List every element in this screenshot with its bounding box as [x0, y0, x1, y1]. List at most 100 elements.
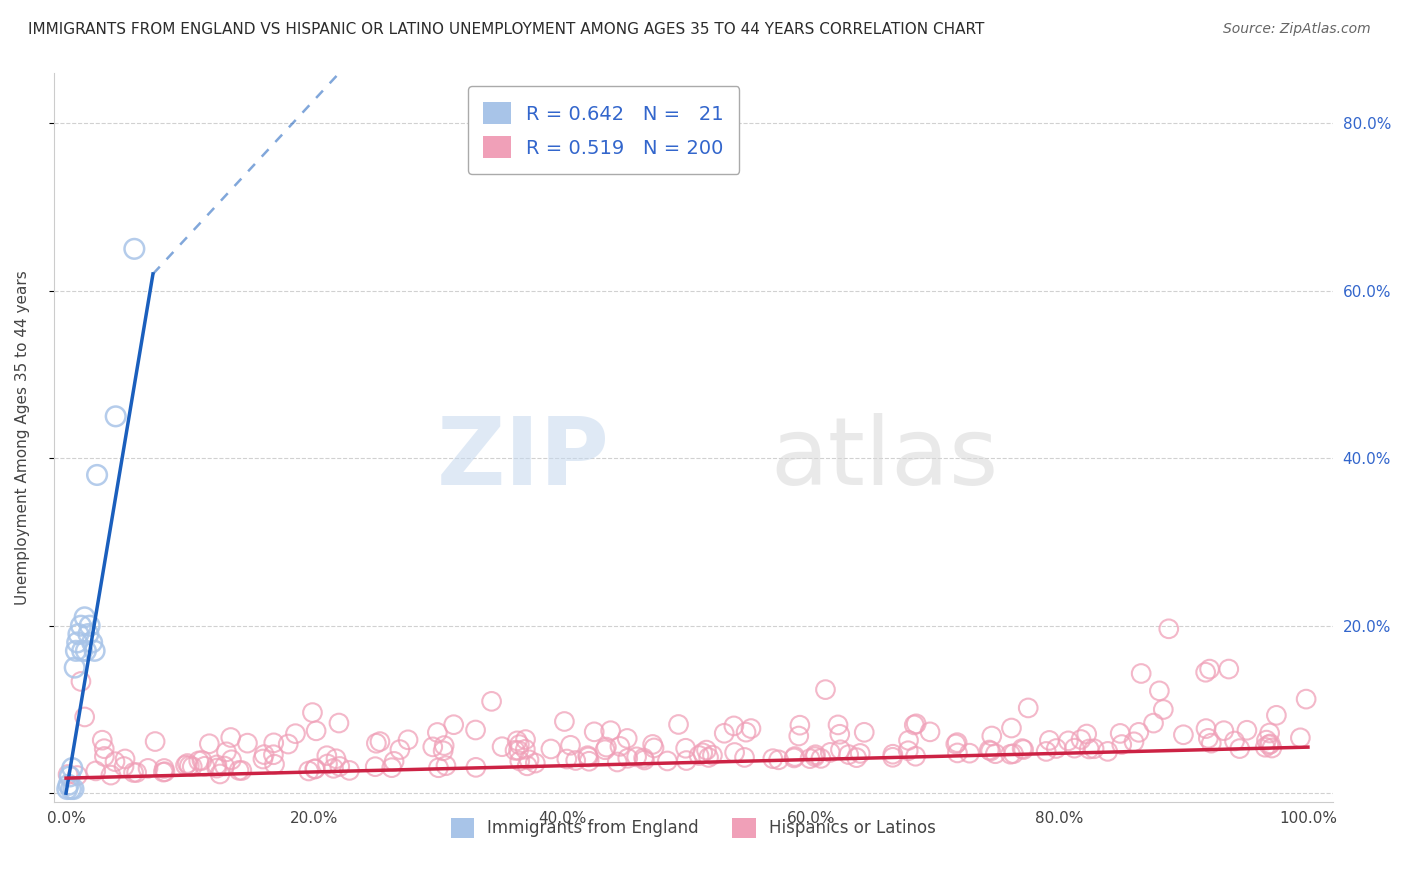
Point [509, 754, 531, 768]
Point [616, 731, 638, 746]
Point [905, 716, 928, 731]
Point [599, 723, 621, 738]
Point [643, 741, 665, 756]
Point [616, 751, 638, 765]
Point [735, 725, 758, 739]
Point [70, 674, 93, 689]
Point [136, 761, 159, 775]
Point [702, 748, 724, 763]
Point [555, 752, 578, 766]
Point [903, 718, 925, 732]
Point [593, 742, 616, 756]
Point [560, 739, 582, 753]
Point [820, 745, 842, 759]
Point [723, 719, 745, 733]
Point [277, 737, 299, 751]
Point [75, 644, 97, 658]
Point [980, 729, 1002, 743]
Point [301, 706, 323, 720]
Point [697, 750, 720, 764]
Point [434, 758, 457, 772]
Point [426, 725, 449, 739]
Point [1076, 727, 1098, 741]
Point [236, 736, 259, 750]
Point [799, 751, 821, 765]
Point [325, 752, 347, 766]
Point [849, 747, 872, 761]
Point [422, 739, 444, 754]
Point [316, 756, 339, 771]
Point [553, 714, 575, 729]
Point [284, 727, 307, 741]
Point [845, 750, 868, 764]
Point [945, 737, 967, 751]
Point [1038, 733, 1060, 747]
Point [464, 723, 486, 737]
Point [768, 753, 790, 767]
Text: atlas: atlas [770, 413, 998, 505]
Legend: Immigrants from England, Hispanics or Latinos: Immigrants from England, Hispanics or La… [444, 812, 942, 844]
Point [918, 724, 941, 739]
Point [1002, 747, 1025, 761]
Text: IMMIGRANTS FROM ENGLAND VS HISPANIC OR LATINO UNEMPLOYMENT AMONG AGES 35 TO 44 Y: IMMIGRANTS FROM ENGLAND VS HISPANIC OR L… [28, 22, 984, 37]
Point [595, 740, 617, 755]
Point [194, 759, 217, 773]
Point [62, 782, 84, 797]
Point [366, 736, 388, 750]
Point [70, 644, 93, 658]
Point [609, 739, 631, 754]
Point [524, 756, 547, 770]
Point [897, 744, 920, 758]
Point [1035, 744, 1057, 758]
Point [114, 752, 136, 766]
Point [576, 750, 599, 764]
Point [946, 746, 969, 760]
Point [675, 741, 697, 756]
Point [1063, 741, 1085, 756]
Point [713, 726, 735, 740]
Point [1078, 742, 1101, 756]
Point [641, 738, 664, 752]
Text: Source: ZipAtlas.com: Source: ZipAtlas.com [1223, 22, 1371, 37]
Point [1236, 723, 1258, 738]
Point [688, 748, 710, 763]
Point [787, 729, 810, 743]
Point [304, 762, 326, 776]
Point [66, 635, 89, 649]
Point [91, 733, 114, 747]
Point [984, 747, 1007, 761]
Point [564, 754, 586, 768]
Point [1195, 722, 1218, 736]
Point [1173, 728, 1195, 742]
Point [1017, 701, 1039, 715]
Point [153, 762, 176, 776]
Point [67, 627, 90, 641]
Point [897, 733, 920, 747]
Point [174, 758, 197, 772]
Point [432, 744, 454, 758]
Point [1257, 738, 1279, 752]
Point [93, 749, 115, 764]
Point [508, 743, 530, 757]
Point [231, 764, 253, 778]
Point [1265, 708, 1288, 723]
Point [298, 764, 321, 778]
Point [503, 743, 526, 757]
Point [93, 741, 115, 756]
Point [329, 759, 352, 773]
Point [125, 765, 148, 780]
Point [215, 745, 238, 759]
Point [578, 754, 600, 768]
Point [70, 618, 93, 632]
Point [205, 758, 228, 772]
Point [60, 761, 83, 775]
Point [1201, 736, 1223, 750]
Point [508, 738, 530, 752]
Point [73, 710, 96, 724]
Point [814, 682, 837, 697]
Point [262, 747, 284, 762]
Point [143, 734, 166, 748]
Point [364, 760, 387, 774]
Point [804, 747, 827, 762]
Point [176, 756, 198, 771]
